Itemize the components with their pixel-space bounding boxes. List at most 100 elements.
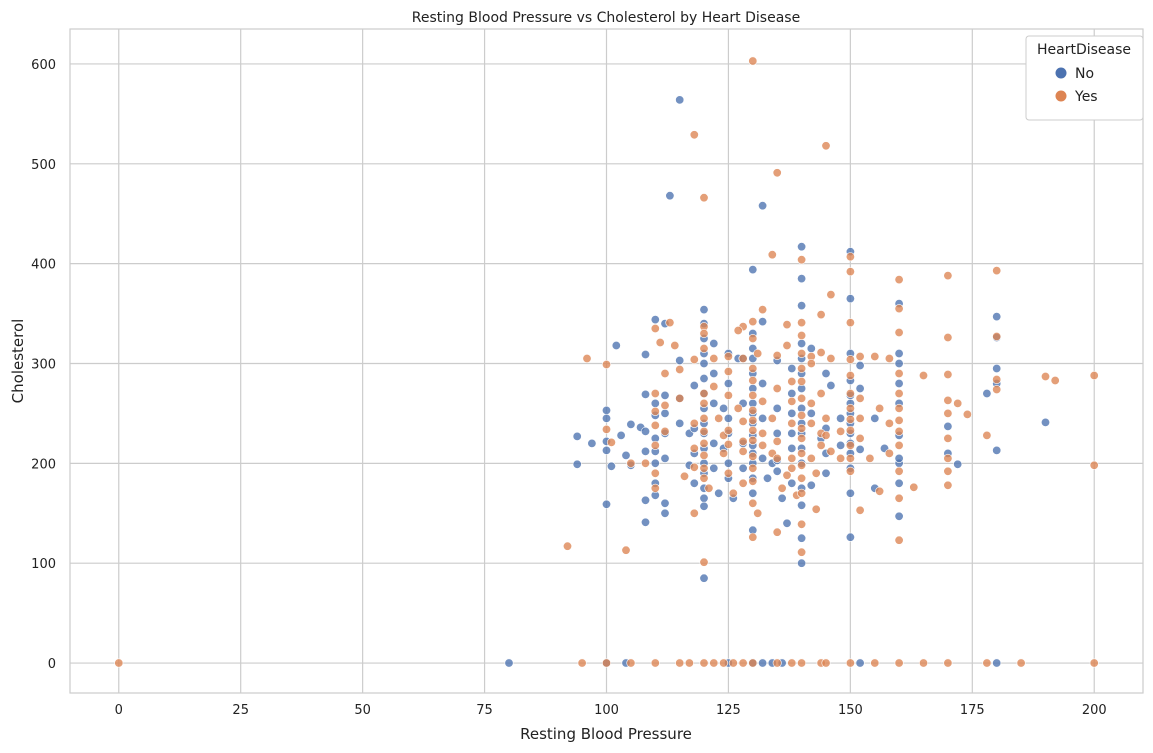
point-yes [650,440,660,450]
point-no [640,446,650,456]
point-yes [699,328,709,338]
point-no [640,517,650,527]
point-no [699,305,709,315]
point-yes [992,331,1002,341]
point-yes [943,369,953,379]
point-yes [719,658,729,668]
point-yes [865,453,875,463]
point-yes [767,250,777,260]
point-yes [650,323,660,333]
point-yes [894,327,904,337]
point-yes [733,403,743,413]
point-yes [894,535,904,545]
point-yes [943,466,953,476]
point-yes [626,658,636,668]
point-yes [650,468,660,478]
point-yes [797,488,807,498]
point-no [821,368,831,378]
point-yes [772,453,782,463]
point-no [894,453,904,463]
point-yes [689,354,699,364]
point-no [772,403,782,413]
point-yes [870,658,880,668]
point-yes [894,440,904,450]
point-yes [797,393,807,403]
point-yes [816,388,826,398]
point-yes [684,658,694,668]
point-yes [1041,371,1051,381]
point-no [992,312,1002,322]
point-no [758,453,768,463]
point-no [699,358,709,368]
y-tick-label: 200 [31,457,56,472]
point-yes [679,471,689,481]
point-no [709,368,719,378]
point-yes [660,400,670,410]
point-yes [758,305,768,315]
point-no [855,360,865,370]
point-yes [748,390,758,400]
point-no [797,338,807,348]
point-yes [918,658,928,668]
point-yes [748,375,758,385]
point-no [953,459,963,469]
point-yes [875,403,885,413]
y-axis-label: Cholesterol [9,319,27,404]
point-no [601,445,611,455]
point-yes [582,353,592,363]
point-no [650,398,660,408]
point-yes [772,436,782,446]
point-yes [689,462,699,472]
point-no [1041,417,1051,427]
point-yes [753,348,763,358]
point-no [640,389,650,399]
point-yes [797,448,807,458]
point-yes [772,527,782,537]
point-yes [797,330,807,340]
point-yes [650,388,660,398]
point-yes [782,340,792,350]
point-yes [621,545,631,555]
point-no [709,438,719,448]
point-no [797,558,807,568]
point-yes [797,255,807,265]
point-no [777,493,787,503]
point-yes [772,350,782,360]
point-yes [816,310,826,320]
point-no [806,408,816,418]
point-yes [992,374,1002,384]
point-no [758,201,768,211]
legend-label-yes: Yes [1074,89,1098,105]
point-no [797,242,807,252]
legend-label-no: No [1075,66,1094,82]
point-yes [699,193,709,203]
point-yes [655,337,665,347]
point-no [709,338,719,348]
point-yes [709,353,719,363]
point-no [797,301,807,311]
point-yes [845,414,855,424]
point-no [845,532,855,542]
y-tick-label: 0 [48,657,56,672]
point-yes [772,383,782,393]
point-yes [884,353,894,363]
point-yes [787,376,797,386]
point-yes [845,658,855,668]
point-yes [943,658,953,668]
point-yes [918,370,928,380]
point-yes [689,443,699,453]
x-tick-labels: 0 25 50 75 100 125 150 175 200 [115,703,1107,718]
point-no [943,421,953,431]
point-no [611,340,621,350]
x-tick-label: 100 [594,703,619,718]
point-yes [719,448,729,458]
point-yes [660,426,670,436]
point-yes [748,463,758,473]
point-no [762,473,772,483]
point-no [992,658,1002,668]
point-yes [650,658,660,668]
point-yes [943,332,953,342]
point-yes [816,347,826,357]
point-yes [748,317,758,327]
